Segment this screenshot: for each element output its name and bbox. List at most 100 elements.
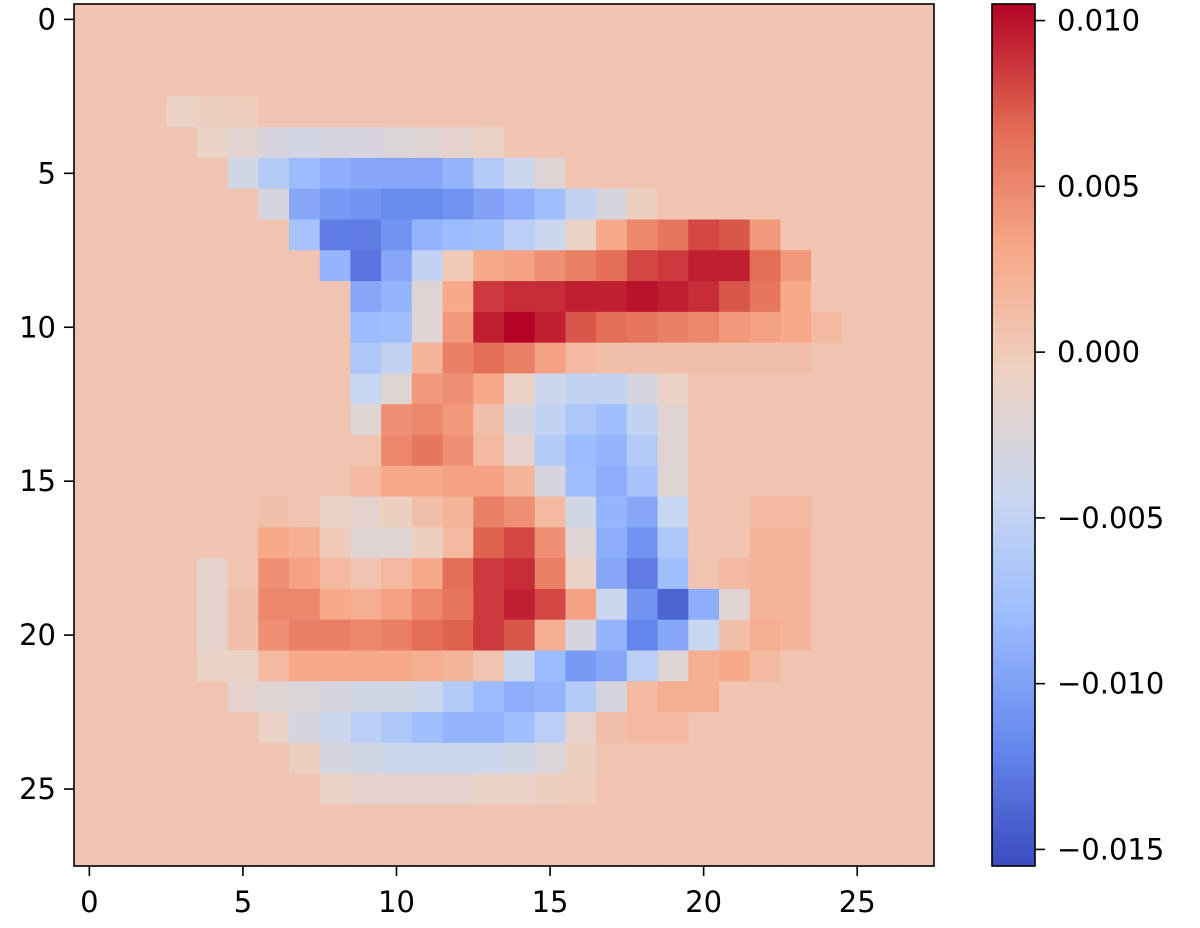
heatmap-cell: [903, 96, 935, 128]
heatmap-cell: [780, 127, 812, 159]
heatmap-cell: [596, 465, 628, 498]
heatmap-cell: [841, 342, 874, 375]
heatmap-cell: [780, 835, 812, 867]
heatmap-cell: [565, 96, 597, 128]
heatmap-cell: [289, 742, 321, 775]
heatmap-cell: [473, 835, 505, 867]
y-tick-label: 10: [19, 310, 56, 344]
heatmap-cell: [534, 4, 567, 36]
heatmap-cell: [903, 835, 935, 867]
heatmap-cell: [442, 681, 474, 713]
heatmap-cell: [811, 4, 843, 36]
heatmap-cell: [719, 219, 751, 251]
x-tick-label: 5: [234, 885, 252, 919]
heatmap-cell: [841, 250, 874, 282]
heatmap-cell: [135, 157, 167, 190]
heatmap-cell: [227, 373, 259, 405]
heatmap-cell: [442, 650, 474, 682]
heatmap-cell: [258, 96, 290, 128]
heatmap-cell: [749, 281, 782, 313]
heatmap-cell: [381, 342, 413, 375]
heatmap-cell: [166, 65, 198, 97]
heatmap-cell: [135, 96, 167, 128]
heatmap-cell: [196, 127, 229, 159]
heatmap-cell: [626, 281, 659, 313]
heatmap-cell: [319, 311, 352, 344]
heatmap-cell: [166, 281, 198, 313]
heatmap-cell: [872, 804, 904, 836]
heatmap-cell: [626, 465, 659, 498]
heatmap-cell: [227, 496, 259, 528]
heatmap-cell: [565, 4, 597, 36]
heatmap-cell: [258, 311, 290, 344]
heatmap-cell: [258, 558, 290, 590]
heatmap-cell: [74, 804, 106, 836]
heatmap-cell: [473, 281, 505, 313]
heatmap-cell: [596, 527, 628, 559]
heatmap-cell: [565, 619, 597, 652]
heatmap-cell: [258, 650, 290, 682]
heatmap-cell: [166, 804, 198, 836]
heatmap-cell: [626, 250, 659, 282]
heatmap-cell: [719, 465, 751, 498]
heatmap-cell: [227, 681, 259, 713]
heatmap-cell: [872, 773, 904, 806]
heatmap-cell: [289, 65, 321, 97]
heatmap-cell: [534, 619, 567, 652]
heatmap-cell: [688, 435, 720, 467]
heatmap-cell: [596, 188, 628, 221]
heatmap-cell: [442, 281, 474, 313]
heatmap-cell: [381, 96, 413, 128]
heatmap-cell: [596, 127, 628, 159]
heatmap-cell: [350, 4, 382, 36]
heatmap-cell: [749, 465, 782, 498]
heatmap-cell: [227, 558, 259, 590]
heatmap-cell: [135, 435, 167, 467]
heatmap-cell: [104, 219, 137, 251]
heatmap-cell: [135, 681, 167, 713]
heatmap-cell: [626, 804, 659, 836]
y-tick-label: 15: [19, 464, 56, 498]
heatmap-cell: [749, 496, 782, 528]
heatmap-cell: [749, 65, 782, 97]
heatmap-cell: [74, 342, 106, 375]
heatmap-cell: [719, 558, 751, 590]
heatmap-cell: [903, 558, 935, 590]
heatmap-cell: [104, 34, 137, 67]
heatmap-cell: [780, 342, 812, 375]
heatmap-cell: [350, 96, 382, 128]
heatmap-cell: [688, 34, 720, 67]
heatmap-cell: [534, 712, 567, 744]
heatmap-cell: [657, 496, 689, 528]
heatmap-cell: [780, 4, 812, 36]
heatmap-cell: [319, 588, 352, 621]
heatmap-cell: [534, 496, 567, 528]
heatmap-cell: [442, 435, 474, 467]
heatmap-cell: [504, 835, 536, 867]
heatmap-cell: [534, 281, 567, 313]
heatmap-cell: [104, 373, 137, 405]
heatmap-cell: [104, 188, 137, 221]
heatmap-cell: [104, 311, 137, 344]
heatmap-cell: [841, 65, 874, 97]
heatmap-cell: [166, 435, 198, 467]
heatmap-cell: [626, 342, 659, 375]
heatmap-cell: [289, 712, 321, 744]
heatmap-cell: [872, 96, 904, 128]
y-tick-label: 5: [38, 156, 56, 190]
heatmap-cell: [350, 681, 382, 713]
heatmap-cell: [104, 342, 137, 375]
heatmap-cell: [565, 373, 597, 405]
heatmap-cell: [504, 527, 536, 559]
heatmap-cell: [196, 588, 229, 621]
heatmap-cell: [626, 188, 659, 221]
heatmap-cell: [504, 496, 536, 528]
heatmap-cell: [626, 742, 659, 775]
heatmap-cell: [473, 219, 505, 251]
heatmap-cell: [135, 465, 167, 498]
heatmap-cell: [841, 4, 874, 36]
heatmap-cell: [504, 588, 536, 621]
heatmap-cell: [504, 311, 536, 344]
heatmap-cell: [74, 588, 106, 621]
heatmap-cell: [811, 435, 843, 467]
